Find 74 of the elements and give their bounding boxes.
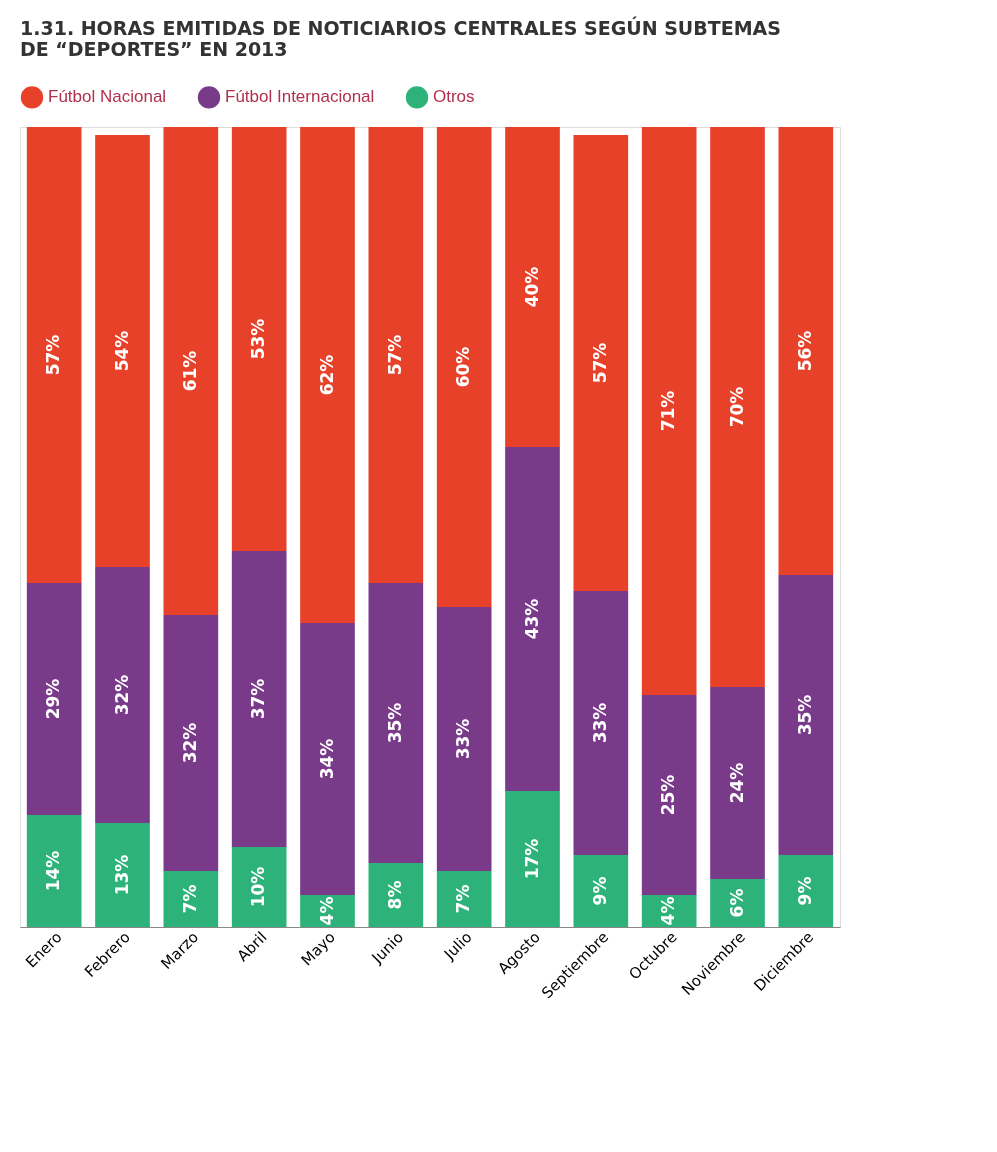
data-label: 7%: [453, 884, 474, 914]
bar: [710, 127, 765, 687]
data-label: 43%: [521, 598, 542, 640]
data-label: 4%: [658, 896, 679, 926]
data-label: 53%: [248, 318, 269, 360]
bar: [710, 879, 765, 927]
bar: [573, 855, 629, 927]
data-label: 62%: [316, 354, 337, 396]
data-label: 70%: [726, 386, 747, 428]
bar: [573, 591, 629, 855]
data-label: 35%: [384, 702, 405, 744]
data-label: 10%: [248, 866, 269, 908]
bar: [163, 127, 219, 615]
bar: [95, 567, 150, 823]
data-label: 57%: [589, 342, 610, 384]
bar: [95, 135, 150, 567]
data-label: 57%: [384, 334, 405, 376]
bar: [26, 815, 82, 927]
data-label: 60%: [453, 346, 474, 388]
bar: [26, 127, 82, 583]
data-label: 7%: [179, 884, 200, 914]
bar: [436, 127, 492, 607]
bar: [231, 551, 287, 847]
bar: [641, 127, 697, 695]
data-label: 4%: [316, 896, 337, 926]
data-label: 17%: [521, 838, 542, 880]
bar: [163, 615, 219, 871]
bar: [778, 575, 834, 855]
data-label: 9%: [794, 876, 815, 906]
bar: [436, 871, 492, 927]
data-label: 35%: [794, 694, 815, 736]
bar: [95, 823, 150, 927]
data-label: 33%: [453, 718, 474, 760]
data-label: 6%: [726, 888, 747, 918]
bar: [26, 583, 82, 815]
data-label: 8%: [384, 880, 405, 910]
bar: [505, 447, 560, 791]
data-label: 33%: [589, 702, 610, 744]
legend-label: Fútbol Internacional: [225, 87, 375, 107]
bar: [436, 607, 492, 871]
data-label: 37%: [248, 678, 269, 720]
data-label: 40%: [521, 266, 542, 308]
data-label: 54%: [111, 330, 132, 372]
data-label: 56%: [794, 330, 815, 372]
bar: [300, 127, 355, 623]
bar: [573, 135, 629, 591]
bar: [231, 847, 287, 927]
bar: [641, 695, 697, 895]
legend-label: Fútbol Nacional: [48, 87, 167, 107]
bar: [710, 687, 765, 879]
bar: [300, 623, 355, 895]
data-label: 34%: [316, 738, 337, 780]
data-label: 57%: [43, 334, 64, 376]
data-label: 71%: [658, 390, 679, 432]
bar: [368, 583, 424, 863]
bar: [368, 863, 424, 927]
data-label: 14%: [43, 850, 64, 892]
data-label: 13%: [111, 854, 132, 896]
bar: [505, 127, 560, 447]
bar: [505, 791, 560, 927]
data-label: 9%: [589, 876, 610, 906]
data-label: 29%: [43, 678, 64, 720]
chart-title: 1.31. HORAS EMITIDAS DE NOTICIARIOS CENTRALES SEGÚN SUBTEMAS DE “DEPORTES” EN 2013: [20, 16, 782, 60]
bar: [778, 127, 834, 575]
data-label: 24%: [726, 762, 747, 804]
bar: [778, 855, 834, 927]
bar: [231, 127, 287, 551]
data-label: 25%: [658, 774, 679, 816]
data-label: 32%: [179, 722, 200, 764]
legend-label: Otros: [433, 87, 475, 107]
data-label: 32%: [111, 674, 132, 716]
bar: [368, 127, 424, 583]
data-label: 61%: [179, 350, 200, 392]
bar: [163, 871, 219, 927]
